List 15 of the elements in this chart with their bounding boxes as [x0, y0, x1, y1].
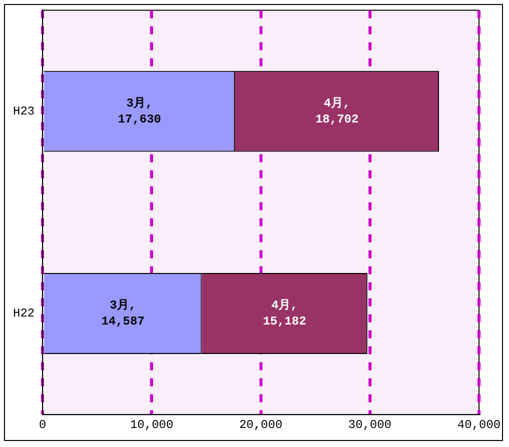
x-tick-label: 30,000	[348, 418, 392, 432]
x-tick-label: 10,000	[130, 418, 174, 432]
y-tick-label: H23	[12, 104, 35, 118]
x-tick-label: 20,000	[239, 418, 282, 432]
text: 18,702	[315, 112, 359, 126]
text: 3月,	[126, 96, 153, 110]
text: 15,182	[262, 314, 306, 329]
x-tick-label: 0	[39, 418, 46, 432]
text: 17,630	[118, 112, 162, 126]
y-tick-label: H22	[12, 306, 35, 321]
text: 3月,	[110, 298, 136, 313]
text: 4月,	[324, 96, 350, 110]
text: 4月,	[271, 298, 298, 313]
x-tick-label: 40,000	[457, 418, 501, 432]
text: 14,587	[101, 314, 145, 329]
